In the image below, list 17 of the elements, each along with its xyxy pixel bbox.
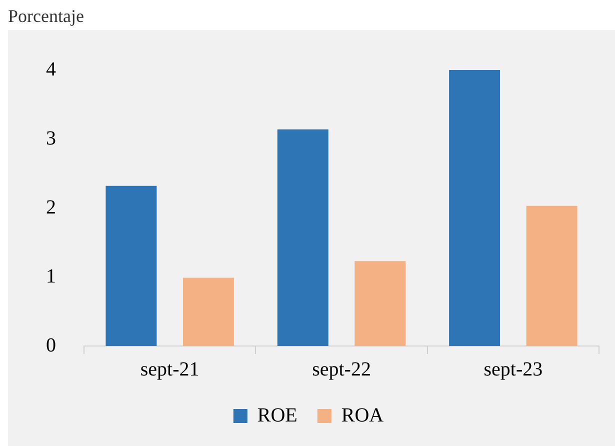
x-tick-label: sept-21: [140, 358, 200, 380]
bar: [106, 186, 157, 346]
y-tick-label: 0: [46, 334, 56, 356]
y-tick-label: 4: [46, 58, 56, 80]
bar: [449, 70, 500, 346]
bar: [526, 206, 578, 346]
legend-label: ROE: [257, 404, 298, 426]
y-tick-label: 3: [46, 127, 56, 150]
x-tick-label: sept-23: [484, 358, 543, 380]
bar: [182, 278, 234, 346]
bar: [277, 129, 328, 346]
y-tick-label: 1: [46, 265, 56, 288]
x-tick-label: sept-22: [312, 358, 371, 380]
legend-label: ROA: [341, 404, 384, 426]
y-tick-label: 2: [46, 196, 56, 218]
bar: [354, 261, 406, 346]
y-axis-title: Porcentaje: [8, 6, 84, 27]
